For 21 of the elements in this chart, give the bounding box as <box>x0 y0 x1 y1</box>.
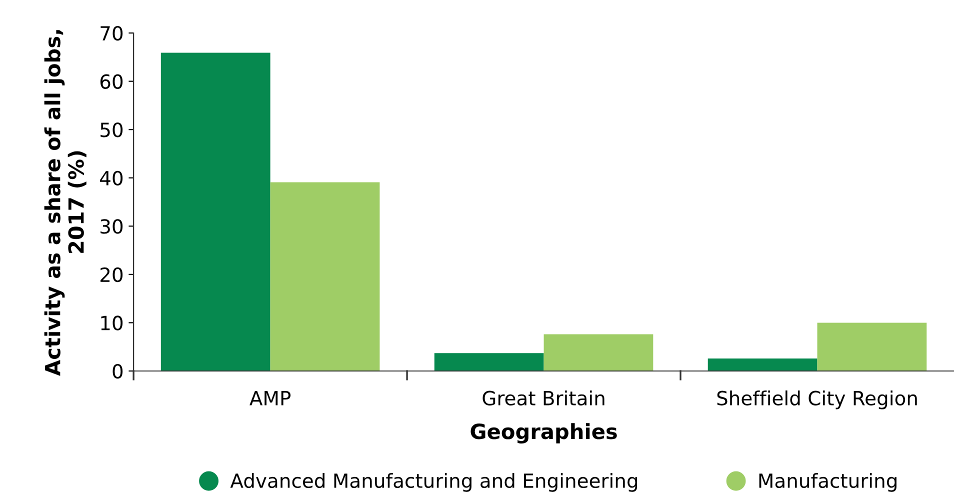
x-tick-label: Great Britain <box>482 390 604 406</box>
bar <box>544 334 654 371</box>
y-tick-label: 20 <box>100 267 123 282</box>
y-tick-label: 40 <box>100 170 123 186</box>
bar <box>160 52 270 371</box>
y-tick-label: 10 <box>101 316 123 330</box>
bar <box>434 353 544 371</box>
bar <box>270 182 380 371</box>
x-tick-label: AMP <box>250 391 291 406</box>
bar <box>817 322 927 371</box>
y-axis-title: Activity as a share of all jobs, 2017 (%) <box>44 30 86 376</box>
y-tick-label: 30 <box>100 219 123 234</box>
bar <box>708 358 818 371</box>
y-tick-label: 0 <box>112 364 123 379</box>
y-tick-label: 60 <box>100 74 123 89</box>
x-axis-title: Geographies <box>470 423 617 444</box>
x-tick-label: Sheffield City Region <box>717 390 917 410</box>
legend-label: Manufacturing <box>759 473 896 492</box>
y-tick-label: 70 <box>100 26 123 41</box>
legend-label: Advanced Manufacturing and Engineering <box>230 473 638 492</box>
y-tick-label: 50 <box>100 122 123 138</box>
